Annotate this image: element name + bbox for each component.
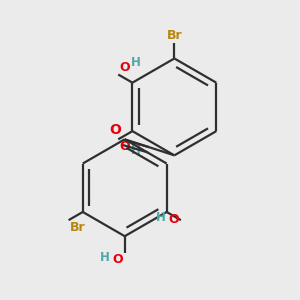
Text: Br: Br <box>167 29 182 42</box>
Text: H: H <box>131 144 141 157</box>
Text: O: O <box>120 61 130 74</box>
Text: O: O <box>110 123 121 137</box>
Text: H: H <box>131 56 141 69</box>
Text: O: O <box>120 140 130 153</box>
Text: Br: Br <box>70 221 86 234</box>
Text: O: O <box>112 254 123 266</box>
Text: O: O <box>168 213 179 226</box>
Text: H: H <box>156 211 166 224</box>
Text: H: H <box>100 251 110 264</box>
